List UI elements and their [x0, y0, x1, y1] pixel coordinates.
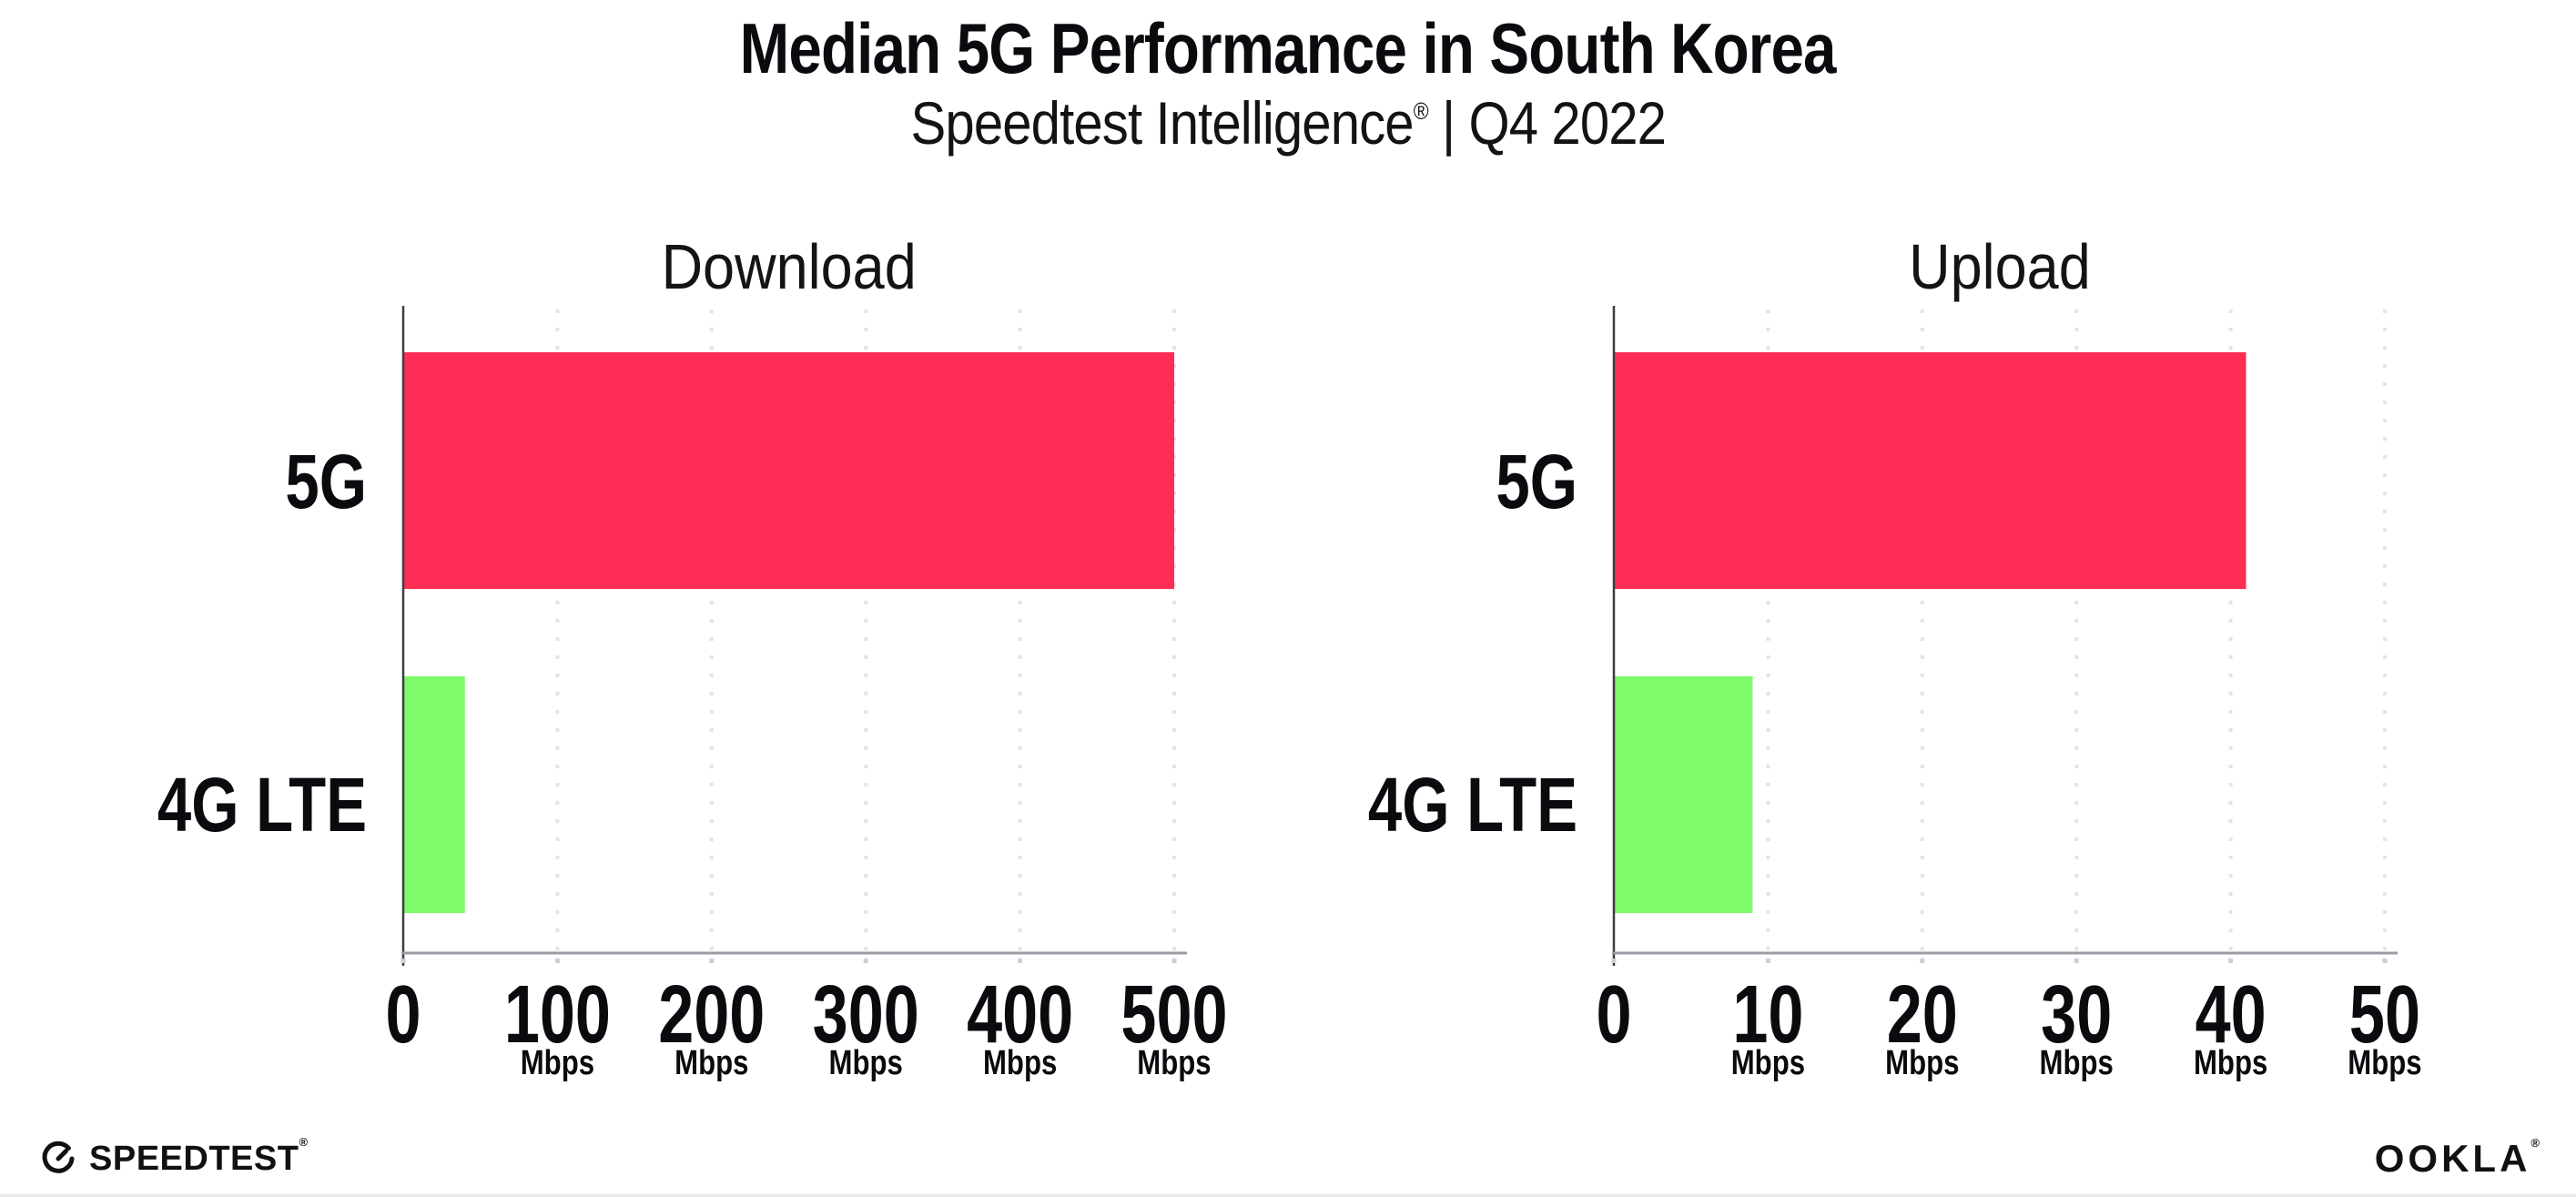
tick-unit-30: Mbps	[2040, 1044, 2114, 1082]
tick-label-40: 40	[2196, 969, 2267, 1060]
bar-4g-lte	[1615, 676, 1753, 913]
tick-label-200: 200	[658, 969, 765, 1060]
tick-unit-300: Mbps	[829, 1044, 903, 1082]
speedtest-trademark: ®	[299, 1134, 309, 1149]
download-plot: 5G 4G LTE 0 100 Mbps 200 Mbps 300 Mbps 400 Mbps 500…	[137, 306, 1229, 1090]
speedtest-logo-text: SPEEDTEST®	[89, 1134, 309, 1178]
tick-unit-20: Mbps	[1885, 1044, 1959, 1082]
tick-label-400: 400	[967, 969, 1073, 1060]
page-subtitle: Speedtest Intelligence® | Q4 2022	[0, 93, 2576, 153]
tick-mark-500	[1171, 959, 1177, 963]
header: Median 5G Performance in South Korea Spe…	[0, 0, 2576, 153]
charts-row: Download 5G 4G LTE 0 100 Mbps 200 Mbps 300 Mbps 4…	[137, 153, 2439, 1090]
footer: SPEEDTEST® OOKLA®	[38, 1134, 2543, 1181]
page-subtitle-text: Speedtest Intelligence® | Q4 2022	[910, 93, 1666, 153]
page-title-text: Median 5G Performance in South Korea	[739, 8, 1837, 88]
category-label-5g: 5G	[285, 440, 367, 525]
tick-mark-0	[1611, 959, 1617, 963]
tick-mark-200	[709, 959, 715, 963]
speedtest-gauge-icon	[42, 1141, 75, 1173]
tick-label-300: 300	[813, 969, 919, 1060]
upload-plot: 5G 4G LTE 0 10 Mbps 20 Mbps 30 Mbps 40 Mbps 50 Mbps	[1347, 306, 2439, 1090]
tick-label-0: 0	[1596, 969, 1631, 1060]
tick-label-10: 10	[1732, 969, 1803, 1060]
tick-mark-100	[554, 959, 560, 963]
tick-unit-40: Mbps	[2194, 1044, 2267, 1082]
tick-unit-100: Mbps	[521, 1044, 594, 1082]
tick-unit-500: Mbps	[1137, 1044, 1211, 1082]
registered-mark: ®	[1413, 97, 1428, 125]
ookla-logo-text: OOKLA	[2374, 1137, 2531, 1180]
bar-5g	[1615, 352, 2246, 589]
subtitle-brand: Speedtest Intelligence	[910, 89, 1414, 157]
subtitle-period: | Q4 2022	[1427, 89, 1667, 157]
tick-mark-30	[2074, 959, 2079, 963]
tick-label-30: 30	[2041, 969, 2112, 1060]
tick-unit-10: Mbps	[1731, 1044, 1805, 1082]
speedtest-logo: SPEEDTEST®	[38, 1134, 309, 1179]
tick-label-20: 20	[1887, 969, 1958, 1060]
upload-chart-title: Upload	[1908, 231, 2091, 302]
download-chart: Download 5G 4G LTE 0 100 Mbps 200 Mbps 300 Mbps 4…	[137, 153, 1229, 1090]
tick-mark-20	[1920, 959, 1925, 963]
tick-label-50: 50	[2349, 969, 2420, 1060]
tick-unit-200: Mbps	[674, 1044, 748, 1082]
tick-mark-300	[863, 959, 868, 963]
category-label-4g-lte: 4G LTE	[1368, 763, 1577, 848]
category-label-4g-lte: 4G LTE	[157, 763, 367, 848]
tick-mark-40	[2228, 959, 2234, 963]
tick-label-500: 500	[1121, 969, 1227, 1060]
tick-label-100: 100	[504, 969, 611, 1060]
ookla-logo: OOKLA®	[2375, 1137, 2543, 1181]
tick-unit-400: Mbps	[983, 1044, 1057, 1082]
download-chart-title: Download	[661, 231, 917, 302]
tick-mark-0	[401, 959, 406, 963]
tick-mark-50	[2382, 959, 2388, 963]
bar-5g	[404, 352, 1174, 589]
page-title: Median 5G Performance in South Korea	[0, 13, 2576, 84]
upload-chart: Upload 5G 4G LTE 0 10 Mbps 20 Mbps 30 Mbps 40 Mbps…	[1347, 153, 2439, 1090]
tick-mark-10	[1765, 959, 1770, 963]
ookla-trademark: ®	[2530, 1136, 2543, 1150]
tick-unit-50: Mbps	[2348, 1044, 2421, 1082]
category-label-5g: 5G	[1496, 440, 1577, 525]
bar-4g-lte	[404, 676, 465, 913]
tick-mark-400	[1018, 959, 1023, 963]
tick-label-0: 0	[385, 969, 421, 1060]
